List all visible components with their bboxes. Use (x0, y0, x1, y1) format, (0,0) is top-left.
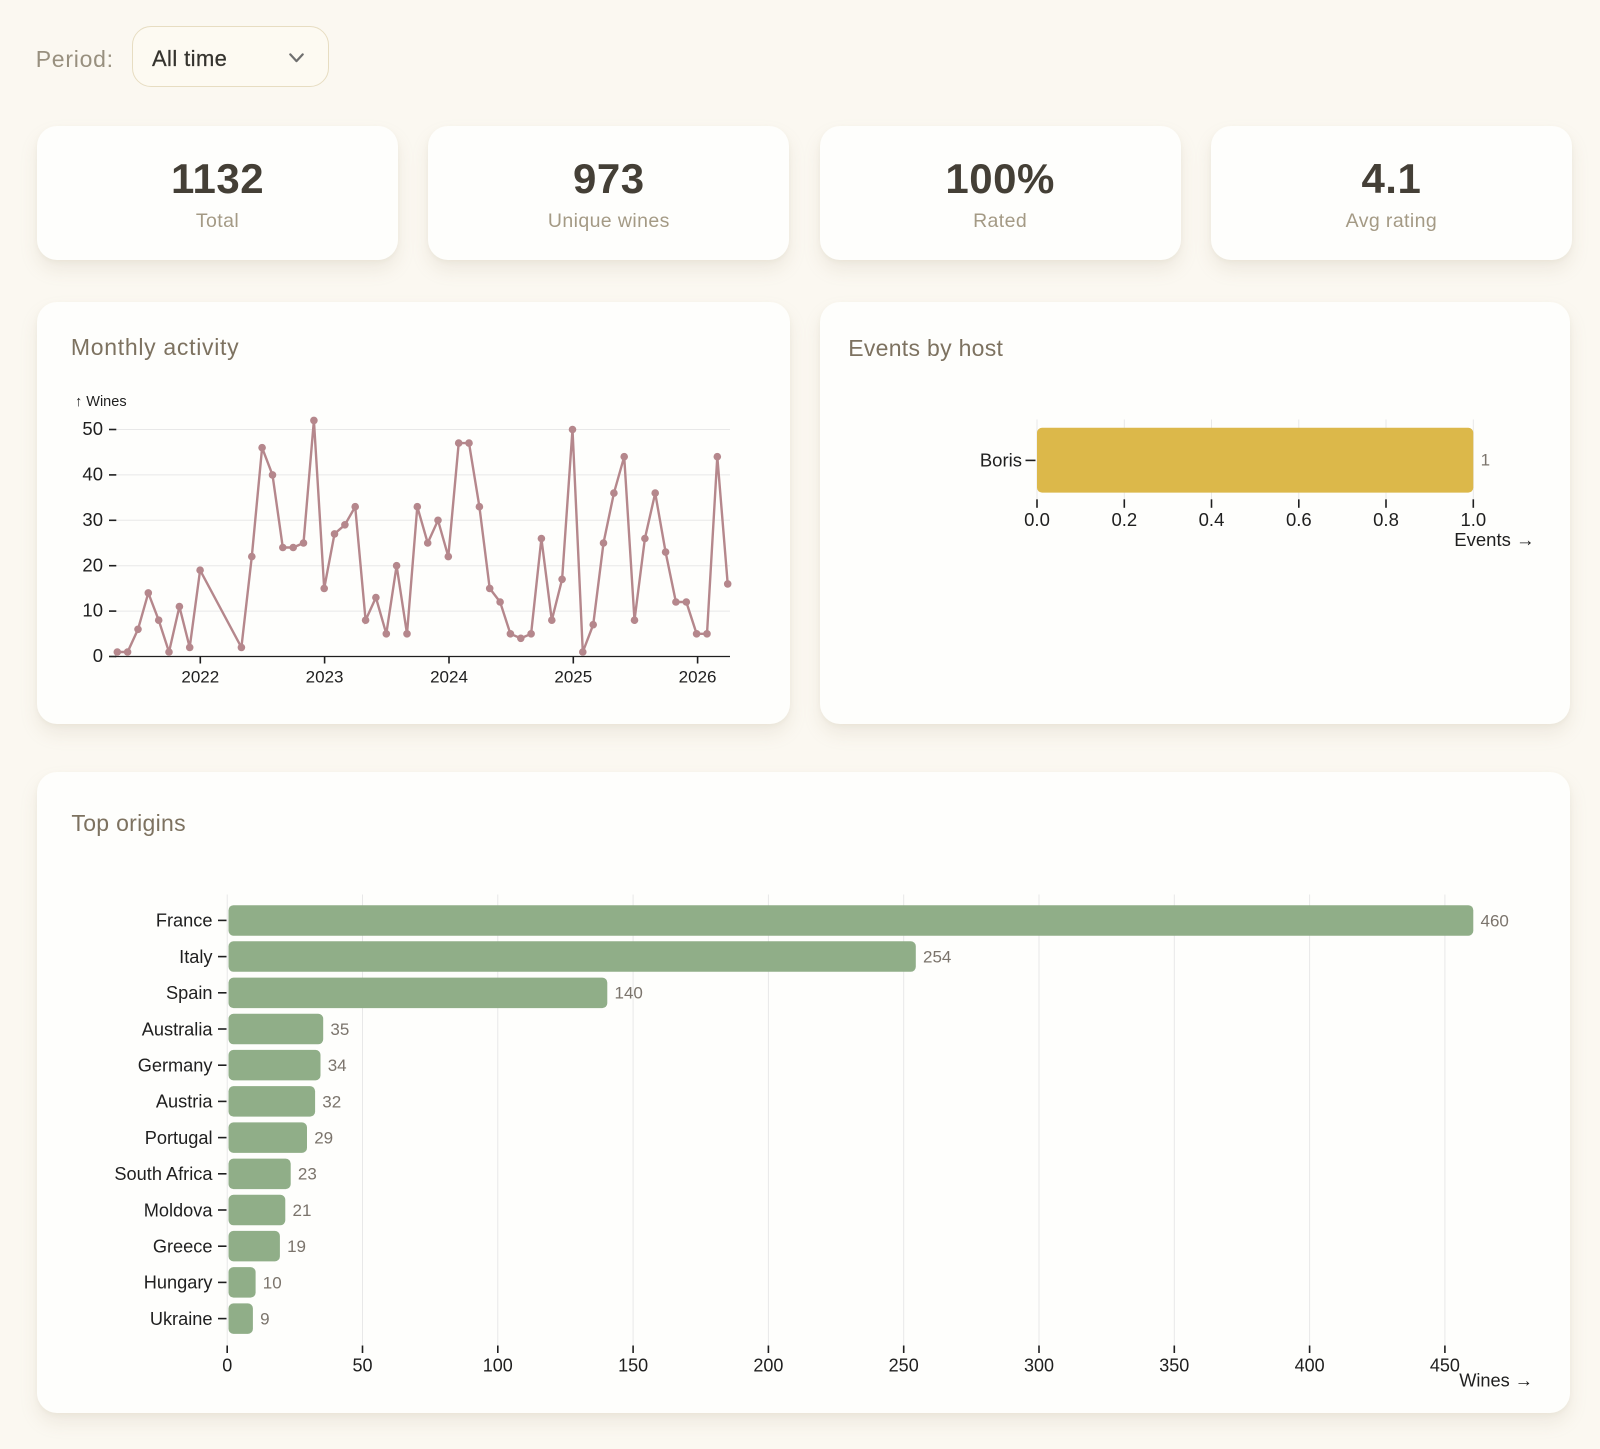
svg-text:40: 40 (82, 464, 103, 485)
svg-text:350: 350 (1159, 1355, 1189, 1375)
svg-text:Wines →: Wines → (1459, 1370, 1533, 1390)
svg-text:50: 50 (352, 1355, 372, 1375)
svg-text:35: 35 (330, 1019, 349, 1038)
svg-text:South Africa: South Africa (114, 1164, 213, 1184)
svg-text:Australia: Australia (142, 1019, 214, 1039)
svg-text:Portugal: Portugal (145, 1127, 213, 1147)
svg-text:0.2: 0.2 (1111, 509, 1137, 530)
svg-text:100: 100 (483, 1355, 513, 1375)
svg-text:460: 460 (1481, 911, 1509, 930)
svg-text:1.0: 1.0 (1460, 509, 1486, 530)
svg-text:0.0: 0.0 (1024, 509, 1050, 530)
svg-text:50: 50 (82, 418, 103, 439)
svg-text:20: 20 (82, 554, 103, 575)
svg-text:23: 23 (298, 1164, 317, 1183)
svg-text:400: 400 (1295, 1355, 1325, 1375)
svg-text:2025: 2025 (554, 668, 592, 687)
svg-text:Germany: Germany (138, 1055, 214, 1075)
svg-text:21: 21 (293, 1200, 312, 1219)
svg-text:34: 34 (328, 1056, 347, 1075)
svg-text:Austria: Austria (156, 1091, 213, 1111)
svg-text:200: 200 (753, 1355, 783, 1375)
svg-text:450: 450 (1430, 1355, 1460, 1375)
svg-text:10: 10 (263, 1273, 282, 1292)
svg-text:2022: 2022 (181, 668, 219, 687)
svg-text:France: France (156, 910, 213, 930)
svg-text:Ukraine: Ukraine (150, 1308, 213, 1328)
svg-text:0.8: 0.8 (1373, 509, 1399, 530)
svg-text:Moldova: Moldova (144, 1200, 214, 1220)
svg-text:2026: 2026 (679, 668, 717, 687)
svg-text:0: 0 (93, 645, 103, 666)
svg-text:19: 19 (287, 1237, 306, 1256)
svg-text:0.6: 0.6 (1286, 509, 1312, 530)
svg-text:29: 29 (314, 1128, 333, 1147)
svg-text:254: 254 (923, 947, 951, 966)
svg-text:32: 32 (322, 1092, 341, 1111)
svg-text:0: 0 (222, 1355, 232, 1375)
svg-text:9: 9 (260, 1309, 269, 1328)
svg-text:2023: 2023 (306, 668, 344, 687)
svg-text:250: 250 (889, 1355, 919, 1375)
svg-text:300: 300 (1024, 1355, 1054, 1375)
svg-text:1: 1 (1481, 451, 1490, 470)
svg-text:140: 140 (615, 983, 643, 1002)
svg-text:Spain: Spain (166, 983, 213, 1003)
svg-text:Events →: Events → (1454, 529, 1534, 550)
svg-text:Italy: Italy (179, 946, 213, 966)
svg-text:150: 150 (618, 1355, 648, 1375)
svg-text:0.4: 0.4 (1199, 509, 1225, 530)
svg-text:2024: 2024 (430, 668, 468, 687)
svg-text:Hungary: Hungary (144, 1272, 214, 1292)
svg-text:↑ Wines: ↑ Wines (75, 394, 127, 410)
svg-text:30: 30 (82, 509, 103, 530)
svg-text:10: 10 (82, 600, 103, 621)
svg-text:Boris: Boris (980, 450, 1022, 471)
svg-text:Greece: Greece (153, 1236, 213, 1256)
